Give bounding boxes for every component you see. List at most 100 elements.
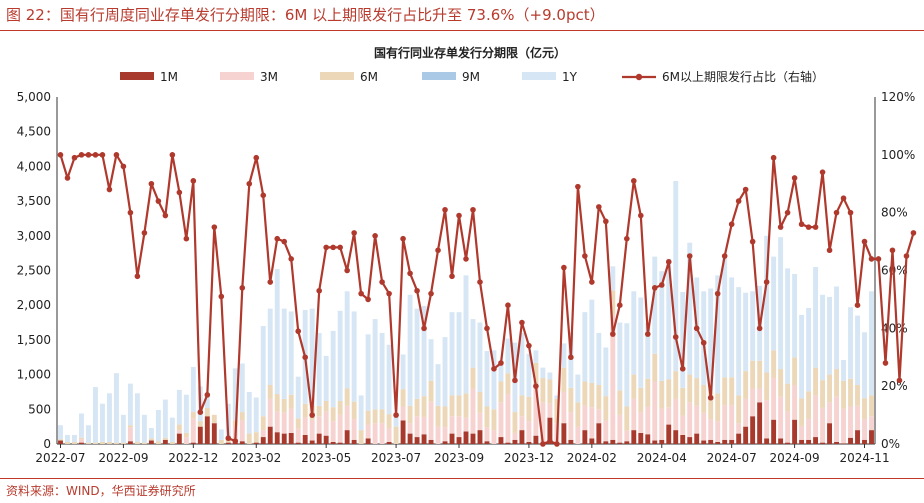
bar-6M-113 [848, 378, 853, 407]
bar-3M-97 [736, 423, 742, 434]
bar-1Y-69 [540, 367, 546, 379]
ratio-point-50 [407, 270, 413, 277]
bar-1Y-28 [253, 397, 259, 433]
bar-6M-53 [428, 380, 434, 402]
bar-1M-93 [708, 439, 714, 444]
bar-3M-38 [323, 411, 329, 436]
bar-6M-54 [435, 405, 441, 427]
ratio-point-54 [435, 247, 441, 254]
bar-1M-64 [505, 442, 511, 444]
ratio-point-122 [910, 230, 917, 236]
ratio-point-102 [770, 154, 777, 161]
bar-1Y-74 [575, 374, 581, 403]
bars [58, 180, 874, 444]
bar-6M-20 [197, 421, 203, 427]
bar-3M-66 [519, 416, 525, 431]
ratio-point-37 [316, 287, 322, 294]
bar-1M-75 [582, 430, 588, 444]
ratio-point-5 [92, 152, 99, 158]
ratio-point-116 [868, 256, 875, 262]
bar-3M-61 [484, 427, 490, 442]
bar-1Y-12 [141, 414, 147, 443]
ratio-point-31 [274, 235, 281, 242]
bar-6M-14 [155, 441, 161, 444]
bar-1Y-87 [666, 258, 672, 380]
bar-6M-46 [379, 409, 385, 424]
bar-1M-36 [309, 440, 315, 444]
bar-1M-32 [281, 433, 287, 444]
bar-1Y-23 [218, 429, 224, 440]
x-tick-label: 2022-09 [98, 451, 148, 465]
bar-6M-18 [183, 432, 189, 438]
bar-1M-24 [225, 442, 231, 444]
legend-swatch-3M [220, 72, 254, 80]
ratio-point-105 [791, 175, 798, 181]
y-left-tick-label: 0 [43, 437, 51, 451]
x-tick-label: 2024-09 [770, 451, 820, 465]
bar-3M-114 [855, 405, 860, 431]
legend-label-1Y: 1Y [562, 70, 578, 84]
y-right-tick-label: 100% [881, 148, 915, 162]
bar-3M-3 [79, 439, 84, 443]
ratio-point-109 [819, 169, 826, 175]
bar-1M-41 [344, 430, 350, 444]
bar-1M-84 [645, 434, 651, 444]
bar-1Y-7 [106, 393, 112, 442]
bar-1M-67 [526, 441, 532, 444]
bar-3M-104 [785, 411, 791, 443]
bar-3M-72 [561, 391, 567, 424]
bar-1Y-61 [484, 351, 490, 407]
bar-1Y-33 [288, 311, 294, 395]
ratio-point-112 [840, 195, 847, 202]
bar-1M-114 [855, 430, 860, 444]
bar-1Y-52 [421, 305, 427, 397]
ratio-point-52 [421, 325, 427, 332]
bar-6M-12 [141, 442, 147, 444]
x-tick-label: 2024-11 [839, 451, 889, 465]
bar-1Y-27 [246, 391, 252, 434]
bar-1Y-94 [715, 275, 721, 394]
bar-3M-92 [701, 412, 707, 441]
ratio-point-104 [784, 209, 791, 216]
bar-3M-53 [428, 401, 434, 440]
bar-1Y-82 [631, 291, 637, 375]
ratio-point-46 [379, 279, 385, 285]
bar-1M-87 [666, 424, 672, 444]
bar-1Y-114 [855, 315, 860, 386]
bar-3M-76 [589, 407, 595, 439]
bar-3M-56 [449, 416, 455, 434]
bar-1Y-103 [778, 237, 784, 370]
y-right-tick-label: 20% [881, 379, 908, 393]
bar-6M-55 [442, 406, 448, 428]
ratio-point-75 [582, 253, 588, 259]
bar-1Y-49 [400, 354, 406, 390]
bar-6M-93 [708, 391, 714, 420]
bar-1Y-95 [722, 255, 728, 378]
ratio-point-34 [295, 328, 302, 335]
bar-3M-33 [288, 408, 294, 433]
bar-3M-30 [267, 398, 273, 427]
bar-1Y-97 [736, 287, 742, 396]
bar-1M-89 [680, 434, 686, 444]
bar-1Y-113 [848, 307, 853, 379]
ratio-point-90 [686, 253, 693, 259]
bar-6M-32 [281, 398, 287, 413]
axes: 0 500 1,000 1,500 2,000 2,500 3,000 3,500 4,000 4… [17, 90, 916, 465]
bar-3M-86 [659, 408, 665, 440]
bar-3M-10 [127, 427, 133, 442]
x-tick-label: 2023-09 [434, 451, 484, 465]
bar-3M-29 [260, 430, 266, 438]
ratio-point-15 [162, 212, 169, 219]
bar-6M-98 [743, 371, 749, 399]
bar-1M-38 [323, 435, 329, 444]
ratio-point-79 [610, 331, 616, 337]
ratio-point-84 [644, 331, 651, 337]
chart: 国有行同业存单发行分期限（亿元） 1M 3M 6M 9M 1Y 6M以上期限发行占比（右轴… [17, 45, 917, 465]
ratio-point-41 [344, 267, 350, 274]
bar-6M-67 [526, 396, 532, 422]
bar-6M-16 [169, 441, 175, 444]
bar-3M-50 [407, 423, 413, 434]
ratio-point-106 [798, 221, 805, 228]
bar-1Y-60 [477, 322, 483, 392]
y-left-tick-label: 4,500 [17, 125, 51, 139]
